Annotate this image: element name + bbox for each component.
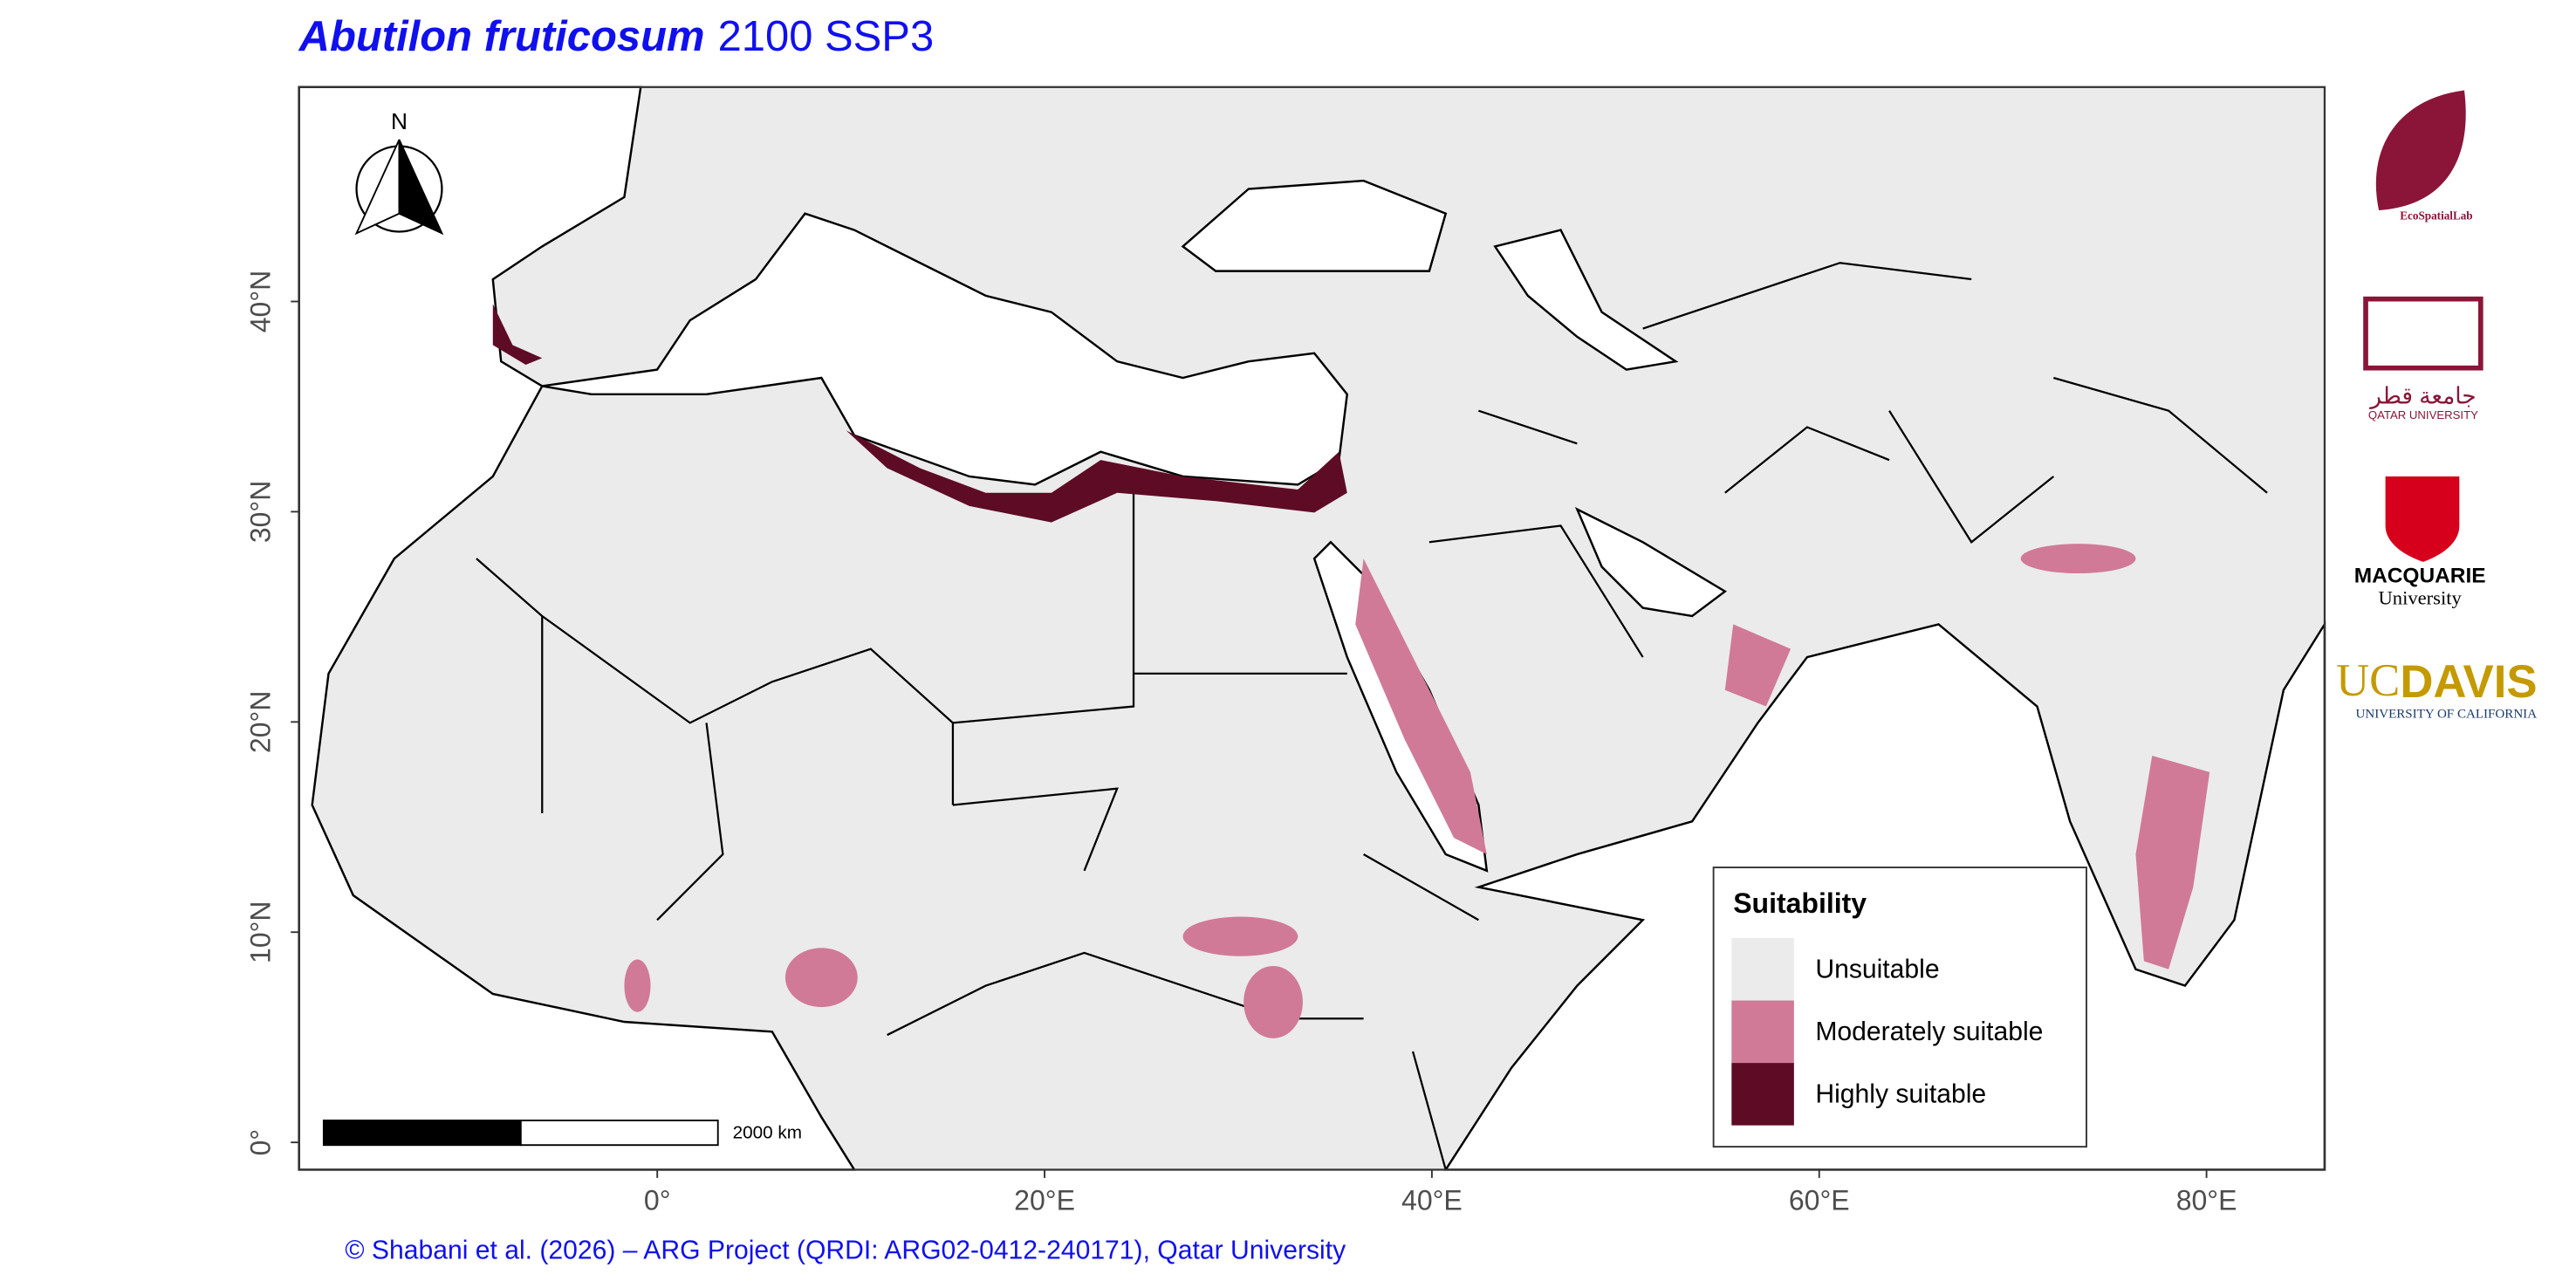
legend: Suitability Unsuitable Moderately suitabl… <box>1712 867 2087 1148</box>
logo-text: University <box>2378 586 2462 608</box>
legend-swatch <box>1731 1063 1794 1126</box>
qatar-logo <box>2363 296 2484 371</box>
macquarie-shield <box>2385 476 2460 562</box>
legend-label: Moderately suitable <box>1815 1017 2043 1046</box>
footer: © Shabani et al. (2026) – ARG Project (Q… <box>345 1237 1346 1265</box>
eco-logo-leaf <box>2375 90 2466 210</box>
x-tick-label: 80°E <box>2176 1185 2237 1216</box>
map-frame <box>298 86 2326 1171</box>
logo-text: MACQUARIE <box>2354 564 2486 587</box>
x-tick-label: 0° <box>644 1185 671 1216</box>
logo-davis: DAVIS <box>2400 656 2537 708</box>
scenario: 2100 SSP3 <box>718 13 935 60</box>
logo-text: جامعة قطر <box>2368 383 2476 410</box>
y-tick-label: 10°N <box>245 901 277 963</box>
logo-text: QATAR UNIVERSITY <box>2368 408 2478 421</box>
black-sea <box>1181 179 1448 272</box>
x-tick-label: 20°E <box>1014 1185 1075 1216</box>
logo-text: UCDAVIS <box>2336 655 2537 708</box>
caspian-sea <box>1493 229 1679 371</box>
logo-uc: UC <box>2336 655 2400 706</box>
suitable-patch <box>784 948 858 1008</box>
suitable-patch <box>2020 544 2136 574</box>
legend-swatch <box>1731 937 1794 1001</box>
y-tick-label: 30°N <box>245 481 277 544</box>
legend-swatch <box>1731 1000 1794 1064</box>
y-tick-label: 0° <box>245 1129 277 1156</box>
map-title: Abutilon fruticosum 2100 SSP3 <box>298 13 935 60</box>
moderately-suitable-areas <box>624 544 2210 1038</box>
north-label: N <box>391 108 408 134</box>
arrow-right <box>398 139 444 236</box>
country-border <box>476 262 2268 1170</box>
persian-gulf <box>1574 507 1727 618</box>
y-tick-label: 20°N <box>245 691 277 754</box>
highly-suitable-area <box>492 304 1347 523</box>
x-tick-label: 40°E <box>1401 1185 1463 1216</box>
scale-bar: 2000 km <box>322 1120 802 1147</box>
x-tick-label: 60°E <box>1789 1185 1850 1216</box>
legend-title: Suitability <box>1733 887 1867 919</box>
suitable-patch <box>1182 916 1298 956</box>
suitable-patch <box>2135 756 2210 969</box>
legend-label: Unsuitable <box>1815 956 1939 984</box>
scale-white <box>519 1120 719 1147</box>
suitable-patch <box>1355 558 1487 854</box>
atlantic <box>298 86 857 1171</box>
y-tick-label: 40°N <box>245 271 277 333</box>
suitable-patch <box>1724 624 1792 707</box>
scale-black <box>322 1120 522 1147</box>
scale-label: 2000 km <box>733 1122 802 1142</box>
logo-text: EcoSpatialLab <box>2400 209 2472 223</box>
logo-text: UNIVERSITY OF CALIFORNIA <box>2355 707 2537 721</box>
suitable-patch <box>1243 966 1303 1038</box>
logos: EcoSpatialLab جامعة قطر QATAR UNIVERSITY… <box>2336 90 2538 721</box>
species-name: Abutilon fruticosum <box>298 13 705 60</box>
suitable-patch <box>624 959 651 1012</box>
north-arrow: N <box>354 108 444 236</box>
legend-label: Highly suitable <box>1815 1080 1986 1109</box>
